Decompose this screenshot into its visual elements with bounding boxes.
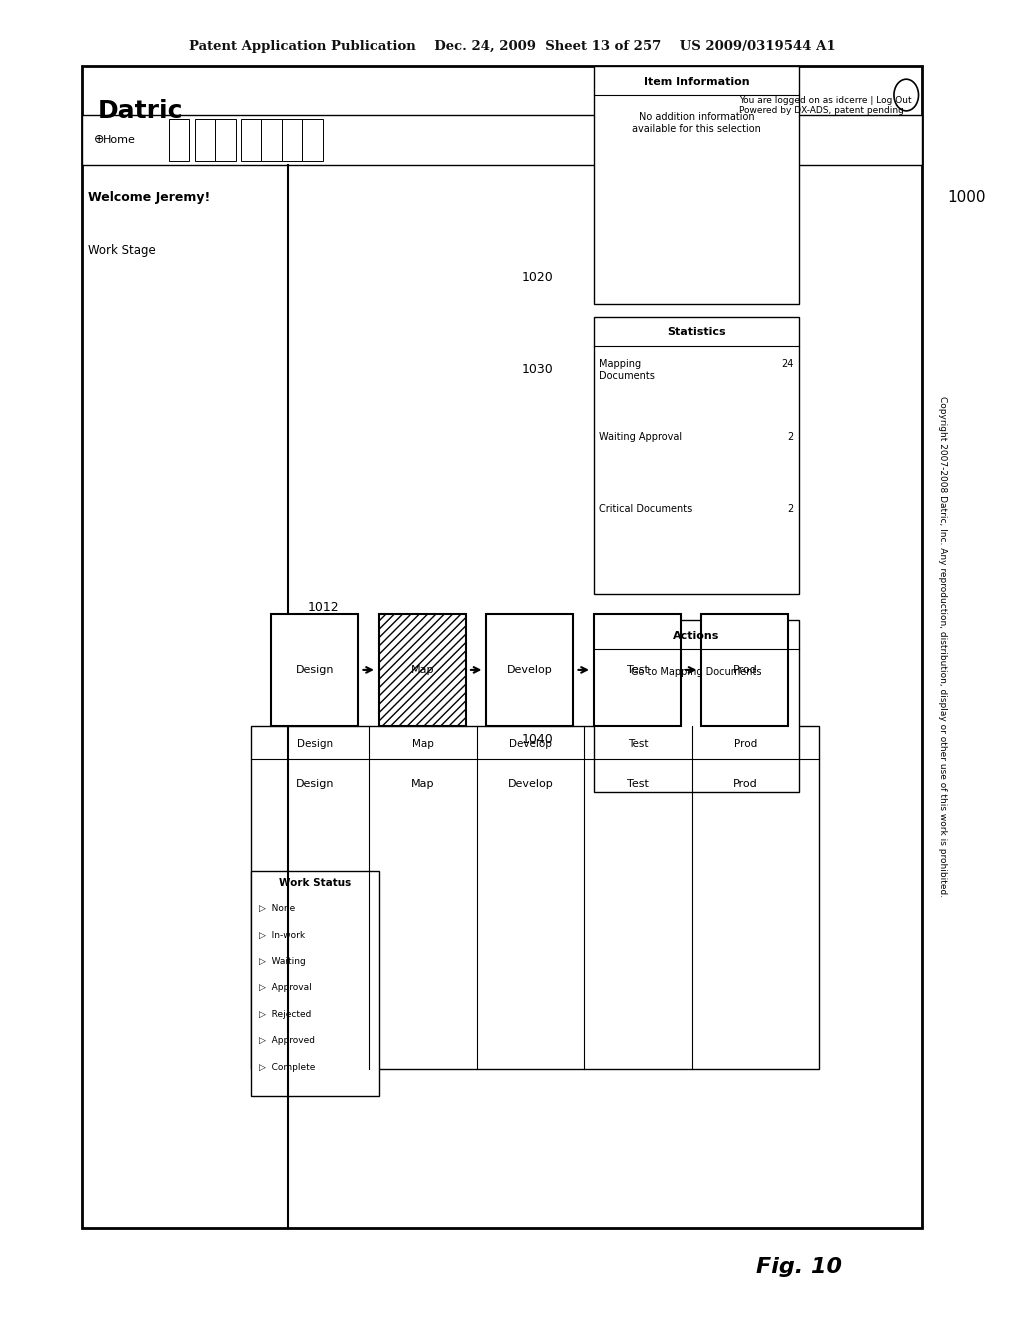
Bar (594, 614, 681, 726)
Text: Design: Design (296, 665, 334, 675)
Text: Test: Test (628, 739, 648, 750)
Text: Waiting Approval: Waiting Approval (599, 432, 682, 442)
Text: Develop: Develop (508, 779, 553, 789)
Text: 1012: 1012 (307, 601, 339, 614)
Text: Home: Home (103, 135, 136, 145)
Text: 1040: 1040 (521, 733, 553, 746)
Text: Map: Map (412, 779, 434, 789)
Text: Actions: Actions (673, 631, 720, 642)
Bar (379, 614, 466, 726)
Bar (82, 115, 922, 165)
Bar (594, 66, 799, 304)
Text: ▷  Approval: ▷ Approval (259, 983, 312, 993)
Bar (302, 119, 323, 161)
Text: Go to Mapping Documents: Go to Mapping Documents (631, 667, 762, 677)
Text: Design: Design (297, 739, 334, 750)
Bar (486, 614, 573, 726)
Text: 2: 2 (787, 504, 794, 515)
Bar (195, 119, 215, 161)
Text: ⊕: ⊕ (94, 133, 104, 147)
Text: 24: 24 (781, 359, 794, 370)
Text: Work Stage: Work Stage (88, 244, 156, 257)
Text: ▷  Complete: ▷ Complete (259, 1063, 315, 1072)
Bar (215, 119, 236, 161)
Text: Test: Test (627, 665, 648, 675)
Bar (594, 317, 799, 594)
Text: Critical Documents: Critical Documents (599, 504, 692, 515)
Text: Map: Map (411, 665, 434, 675)
Text: Map: Map (412, 739, 434, 750)
Text: 1030: 1030 (521, 363, 553, 376)
Bar (594, 620, 799, 792)
Text: Develop: Develop (509, 739, 552, 750)
Bar (241, 119, 261, 161)
Text: Datric: Datric (97, 99, 182, 123)
Bar (82, 66, 922, 1228)
Bar (261, 119, 282, 161)
Text: Patent Application Publication    Dec. 24, 2009  Sheet 13 of 257    US 2009/0319: Patent Application Publication Dec. 24, … (188, 40, 836, 53)
Text: 2: 2 (787, 432, 794, 442)
Text: Design: Design (296, 779, 335, 789)
Text: You are logged on as idcerre | Log Out
Powered by DX-ADS, patent pending: You are logged on as idcerre | Log Out P… (738, 96, 911, 115)
Bar (701, 614, 788, 726)
Text: Prod: Prod (732, 665, 758, 675)
Bar (282, 119, 302, 161)
Text: Develop: Develop (507, 665, 553, 675)
Bar (169, 119, 189, 161)
Text: Fig. 10: Fig. 10 (756, 1257, 842, 1278)
Bar (251, 726, 819, 1069)
Text: ▷  In-work: ▷ In-work (259, 931, 305, 940)
Bar (251, 871, 379, 1096)
Text: Copyright 2007-2008 Datric, Inc. Any reproduction, distribution, display or othe: Copyright 2007-2008 Datric, Inc. Any rep… (938, 396, 946, 898)
Text: Prod: Prod (734, 739, 757, 750)
Text: ▷  Rejected: ▷ Rejected (259, 1010, 311, 1019)
Text: No addition information
available for this selection: No addition information available for th… (632, 112, 761, 133)
Text: Prod: Prod (733, 779, 758, 789)
Text: Statistics: Statistics (667, 327, 726, 338)
Text: Welcome Jeremy!: Welcome Jeremy! (88, 191, 210, 205)
Text: 1000: 1000 (947, 190, 986, 206)
Text: Test: Test (627, 779, 649, 789)
Text: Work Status: Work Status (279, 878, 351, 888)
Text: ▷  Approved: ▷ Approved (259, 1036, 315, 1045)
Bar (271, 614, 358, 726)
Text: ▷  Waiting: ▷ Waiting (259, 957, 306, 966)
Text: 1020: 1020 (521, 271, 553, 284)
Text: ▷  None: ▷ None (259, 904, 295, 913)
Text: Mapping
Documents: Mapping Documents (599, 359, 655, 380)
Text: Item Information: Item Information (643, 77, 750, 87)
